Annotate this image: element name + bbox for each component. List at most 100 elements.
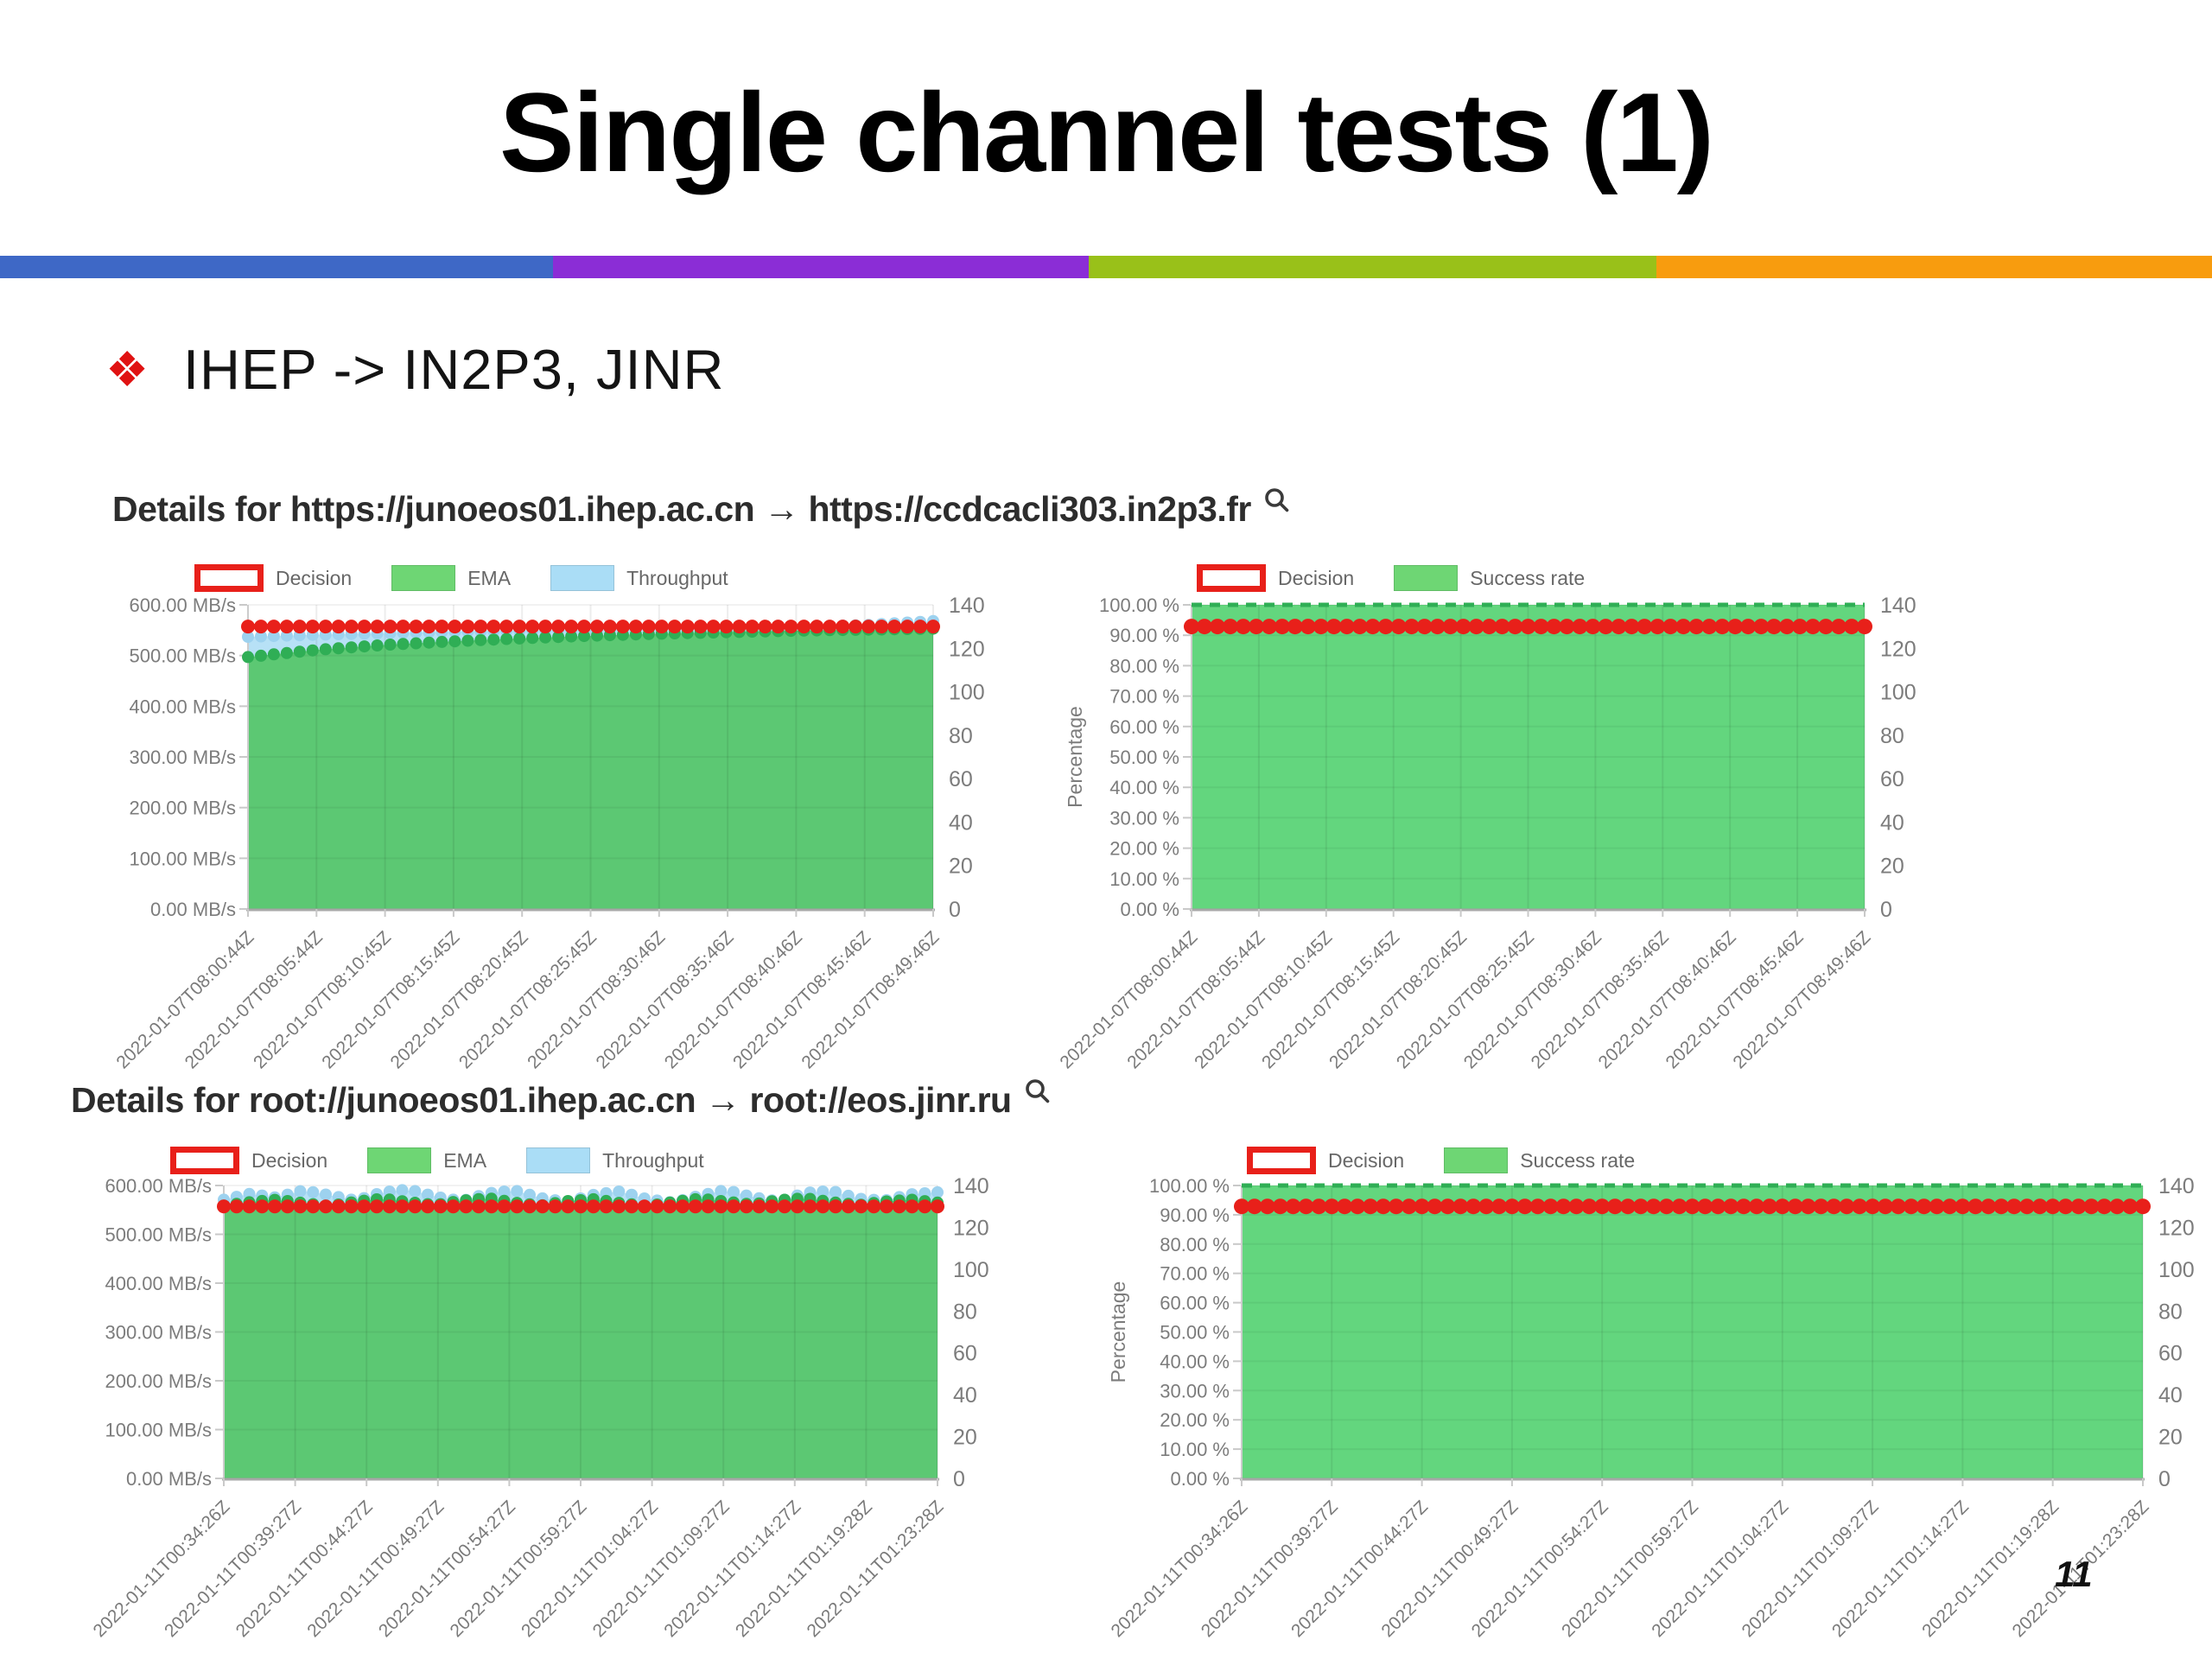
x-axis-tick-label: 2022-01-07T08:30:46Z	[524, 927, 669, 1072]
left-axis-tick-label: 500.00 MB/s	[105, 1224, 212, 1246]
page-number: 11	[2055, 1554, 2093, 1594]
right-axis-tick-label: 20	[953, 1426, 977, 1450]
right-axis-tick-label: 100	[949, 681, 985, 705]
left-axis-tick-label: 30.00 %	[1109, 807, 1179, 829]
right-axis-tick-label: 140	[2158, 1174, 2195, 1198]
left-axis-tick-label: 50.00 %	[1160, 1322, 1230, 1344]
left-axis-tick-label: 100.00 %	[1149, 1175, 1230, 1197]
legend-item-decision: Decision	[1247, 1147, 1404, 1174]
left-axis-tick-label: 70.00 %	[1160, 1263, 1230, 1285]
right-axis-tick-label: 120	[2158, 1216, 2195, 1240]
bar-segment-purple	[553, 256, 1089, 278]
legend-label: Decision	[1328, 1148, 1405, 1172]
right-axis-tick-label: 0	[953, 1467, 965, 1491]
legend-label: EMA	[467, 566, 512, 589]
series-dots-decision	[1184, 619, 1872, 635]
x-axis-tick-label: 2022-01-07T08:25:45Z	[455, 927, 601, 1072]
y-axis-title: Percentage	[1107, 1281, 1129, 1383]
chart-throughput-in2p3: Decision EMA Throughput 600.00 MB/s 500.00 M…	[86, 557, 1054, 1084]
x-axis-tick-label: 2022-01-07T08:40:46Z	[1595, 927, 1740, 1072]
legend-label: Decision	[251, 1148, 328, 1172]
x-axis-tick-label: 2022-01-07T08:40:46Z	[661, 927, 806, 1072]
x-axis-tick-label: 2022-01-11T00:59:27Z	[446, 1497, 590, 1641]
legend-swatch-throughput	[550, 565, 615, 591]
right-axis-tick-label: 120	[949, 637, 985, 661]
right-axis-tick-label: 80	[953, 1300, 977, 1324]
left-axis-tick-label: 600.00 MB/s	[129, 594, 236, 616]
right-axis-tick-label: 140	[953, 1174, 989, 1198]
left-axis-tick-label: 0.00 %	[1121, 899, 1180, 920]
legend-item-success-rate: Success rate	[1394, 565, 1585, 591]
legend-swatch-success-rate	[1444, 1147, 1509, 1173]
x-axis-tick-label: 2022-01-07T08:45:46Z	[1662, 927, 1807, 1072]
x-axis-tick-label: 2022-01-07T08:15:45Z	[1258, 927, 1403, 1072]
bullet-text: IHEP -> IN2P3, JINR	[183, 338, 725, 401]
right-axis-tick-label: 60	[2158, 1342, 2183, 1366]
legend-label: EMA	[443, 1148, 487, 1172]
legend-item-decision: Decision	[194, 564, 352, 592]
left-axis-tick-label: 300.00 MB/s	[105, 1322, 212, 1344]
left-axis-tick-label: 60.00 %	[1160, 1293, 1230, 1314]
left-axis-tick-label: 0.00 %	[1171, 1468, 1230, 1490]
section-heading: Details for root://junoeos01.ihep.ac.cn …	[71, 1080, 1012, 1120]
x-axis-tick-label: 2022-01-07T08:00:44Z	[1056, 927, 1201, 1072]
x-axis-tick-label: 2022-01-07T08:49:46Z	[798, 927, 943, 1072]
series-dots-decision	[217, 1199, 944, 1214]
right-axis-tick-label: 80	[949, 724, 973, 748]
right-axis-tick-label: 0	[949, 898, 961, 922]
x-axis-tick-label: 2022-01-07T08:05:44Z	[1123, 927, 1268, 1072]
chart-legend: Decision EMA Throughput	[170, 1147, 744, 1174]
legend-label: Throughput	[626, 566, 728, 589]
left-axis-tick-label: 500.00 MB/s	[129, 645, 236, 667]
right-axis-tick-label: 100	[2158, 1258, 2195, 1282]
right-axis-tick-label: 20	[1880, 855, 1904, 879]
chart-success-rate-jinr: Decision Success rate 100.00 % 90.00 % 80.00…	[1106, 1136, 2212, 1659]
right-axis-tick-label: 80	[1880, 724, 1904, 748]
series-area-ema	[248, 628, 933, 909]
left-axis-tick-label: 20.00 %	[1160, 1409, 1230, 1431]
legend-label: Success rate	[1520, 1148, 1636, 1172]
left-axis-tick-label: 300.00 MB/s	[129, 747, 236, 768]
left-axis-tick-label: 400.00 MB/s	[105, 1273, 212, 1294]
chart-legend: Decision Success rate	[1247, 1147, 1675, 1174]
magnifier-icon[interactable]	[1263, 486, 1291, 521]
legend-item-ema: EMA	[367, 1147, 486, 1173]
right-axis-tick-label: 0	[1880, 898, 1892, 922]
legend-item-decision: Decision	[1197, 564, 1354, 592]
chart-legend: Decision EMA Throughput	[194, 564, 768, 592]
bar-segment-green	[1088, 256, 1657, 278]
x-axis-tick-label: 2022-01-07T08:30:46Z	[1460, 927, 1605, 1072]
chart-canvas: 100.00 % 90.00 % 80.00 % 70.00 % 60.00 % 50.0…	[1107, 1174, 2195, 1641]
legend-swatch-decision	[1247, 1147, 1316, 1174]
legend-swatch-decision	[1197, 564, 1266, 592]
left-axis-tick-label: 0.00 MB/s	[126, 1468, 212, 1490]
legend-item-throughput: Throughput	[550, 565, 728, 591]
chart-canvas: 100.00 % 90.00 % 80.00 % 70.00 % 60.00 % 50.0…	[1056, 594, 1916, 1072]
legend-item-decision: Decision	[170, 1147, 327, 1174]
right-axis-tick-label: 20	[2158, 1426, 2183, 1450]
left-axis-tick-label: 30.00 %	[1160, 1380, 1230, 1402]
right-axis-tick-label: 140	[949, 594, 985, 618]
right-axis-tick-label: 40	[1880, 810, 1904, 835]
left-axis-tick-label: 60.00 %	[1109, 716, 1179, 738]
right-axis-tick-label: 120	[953, 1216, 989, 1240]
legend-swatch-ema	[367, 1147, 432, 1173]
x-axis-tick-label: 2022-01-11T00:39:27Z	[161, 1497, 305, 1641]
x-axis-tick-label: 2022-01-11T00:34:26Z	[89, 1497, 233, 1641]
chart-legend: Decision Success rate	[1197, 564, 1624, 592]
bullet-diamond-icon: ❖	[105, 342, 149, 397]
bar-segment-blue	[0, 256, 553, 278]
chart-throughput-jinr: Decision EMA Throughput 600.00 MB/s 500.00 M…	[35, 1136, 1028, 1659]
x-axis-tick-label: 2022-01-07T08:25:45Z	[1393, 927, 1538, 1072]
left-axis-tick-label: 40.00 %	[1109, 777, 1179, 798]
x-axis-tick-label: 2022-01-11T00:54:27Z	[375, 1497, 519, 1641]
x-axis-tick-label: 2022-01-11T01:19:28Z	[732, 1497, 876, 1641]
x-axis-tick-label: 2022-01-11T00:49:27Z	[303, 1497, 448, 1641]
x-axis-tick-label: 2022-01-07T08:00:44Z	[112, 927, 257, 1072]
legend-swatch-success-rate	[1394, 565, 1459, 591]
left-axis-tick-label: 200.00 MB/s	[129, 798, 236, 819]
left-axis-tick-label: 10.00 %	[1109, 868, 1179, 890]
magnifier-icon[interactable]	[1024, 1077, 1052, 1112]
